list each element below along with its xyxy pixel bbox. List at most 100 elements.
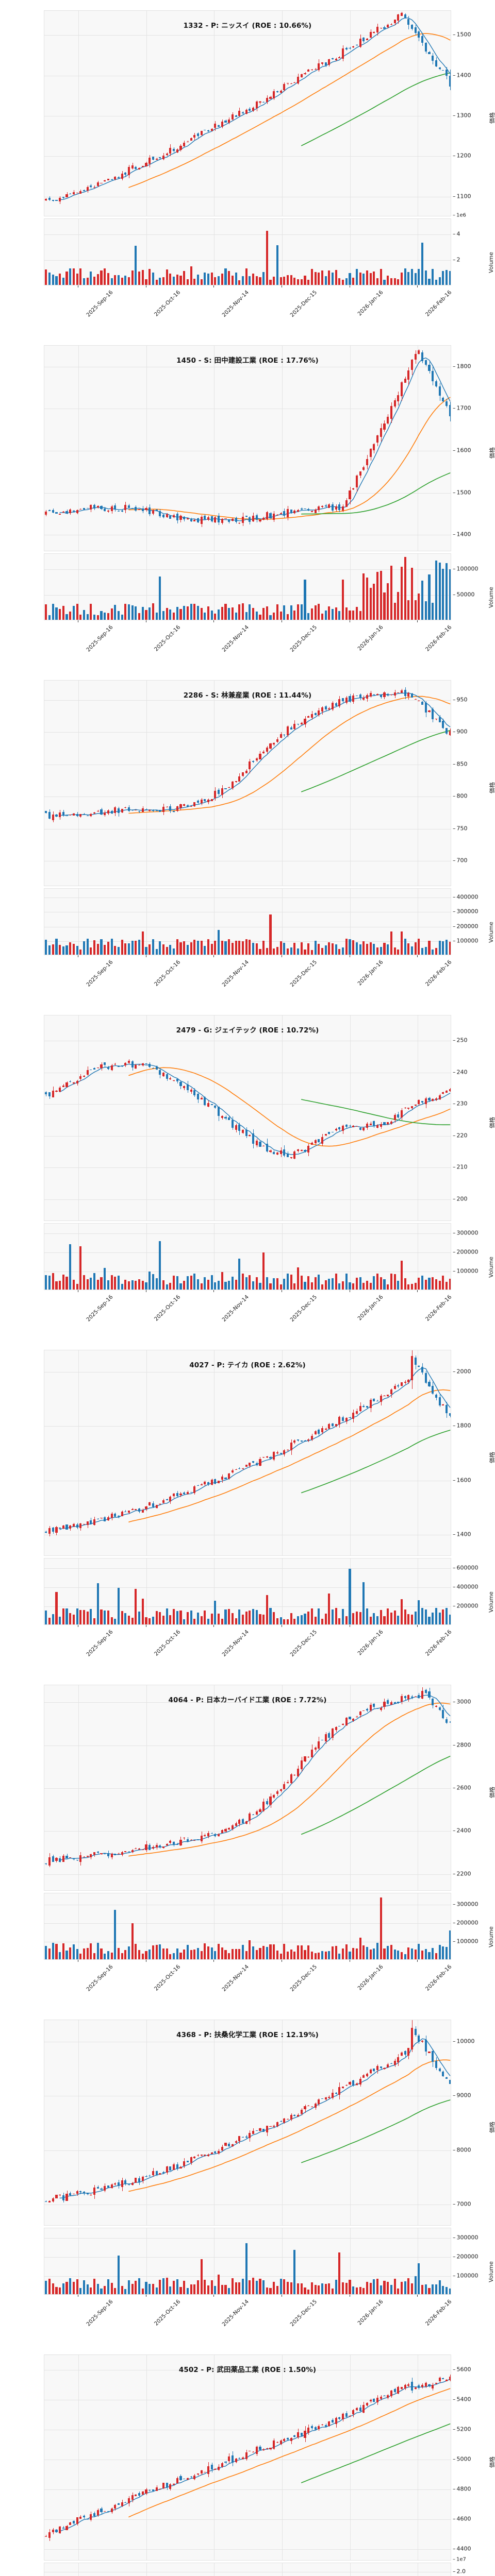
candle-body [269,96,272,99]
candle-body [45,512,47,515]
candle-body [449,1413,451,1416]
candle-body [286,726,289,735]
volume-bar [314,1616,317,1624]
candle-body [276,1452,278,1453]
candle-body [124,1062,127,1065]
volume-bar [148,2283,151,2294]
volume-bar [117,1947,120,1959]
volume-bar [418,1277,420,1290]
volume-bar [307,1276,310,1290]
candle-body [418,2385,420,2388]
candle-body [259,101,261,103]
volume-bar [82,941,86,955]
candle-body [162,1846,165,1848]
volume-bar [255,2281,258,2294]
x-tick-label: 2026-Feb-16 [424,289,453,318]
candle-body [59,514,61,515]
candle-body [286,82,289,84]
candle-body [380,2066,382,2069]
volume-bar [369,588,372,620]
volume-bar [96,615,99,620]
candle-body [369,692,372,697]
candle-body [224,518,227,519]
volume-bar [62,1275,64,1290]
volume-bar [55,2286,58,2294]
x-tick-label: 2025-Dec-15 [289,1294,318,1323]
candle-body [269,2448,272,2450]
candle-body [82,2516,86,2518]
candle-body [259,1809,261,1812]
candle-body [228,2143,230,2146]
candle-body [400,1382,403,1386]
candle-body [179,145,182,150]
candle-body [176,2478,178,2484]
volume-bar [435,279,437,285]
volume-bar [79,268,82,285]
candle-body [442,721,444,728]
candle-body [352,488,355,489]
candle-body [155,509,158,511]
volume-bar [279,941,282,955]
candle-body [393,1114,396,1120]
candle-body [131,1061,134,1068]
volume-bar [224,1609,227,1624]
candle-body [376,435,379,443]
candle-body [331,504,334,511]
volume-bar [193,1949,196,1959]
candle-wick [197,2473,199,2476]
volume-bar [100,1948,103,1959]
candle-body [218,515,220,522]
candle-body [283,1784,286,1789]
candle-body [183,1086,186,1089]
volume-bar [90,2287,92,2294]
candle-body [252,108,255,111]
volume-bar [249,604,251,620]
price-panel [44,2354,451,2561]
volume-bar [69,611,72,620]
candle-body [324,2097,327,2099]
candle-body [407,1695,410,1700]
volume-bar [418,593,420,620]
price-ytick: 950 [453,696,468,703]
volume-bar [214,2286,217,2294]
candle-body [224,788,227,789]
volume-bar [373,944,375,955]
volume-bar [331,2288,334,2294]
volume-bar [193,2284,196,2294]
volume-bar [380,1277,382,1290]
volume-bar [424,270,427,285]
candle-body [290,727,292,730]
volume-bar [393,947,396,955]
candle-body [397,2386,400,2394]
volume-bar [176,606,178,620]
candle-body [393,1702,396,1704]
volume-bar [152,939,154,955]
candle-body [366,2074,369,2076]
volume-bar [318,1274,320,1290]
candle-body [207,1103,210,1107]
volume-gridline [350,1893,351,1959]
candle-body [421,702,424,705]
volume-bar [128,2280,130,2294]
candle-body [380,1124,382,1127]
volume-gridline [282,1224,283,1290]
x-tick-mark [213,1290,214,1292]
candle-body [190,1089,192,1092]
volume-bar [355,268,358,285]
volume-bar [117,1276,120,1290]
candle-body [204,1481,206,1485]
volume-bar [279,1954,282,1959]
volume-bar [293,2249,296,2294]
candle-body [300,508,303,510]
volume-bar [162,2278,165,2294]
candle-body [421,2041,424,2042]
volume-bar [100,1609,103,1624]
candle-body [383,2395,386,2396]
candle-body [342,1417,344,1421]
candle-body [100,1853,103,1854]
volume-bar [138,1612,141,1624]
volume-bar [428,2288,431,2294]
candle-body [96,1067,99,1069]
volume-ytick: 100000 [453,2272,478,2279]
candle-body [166,514,168,517]
